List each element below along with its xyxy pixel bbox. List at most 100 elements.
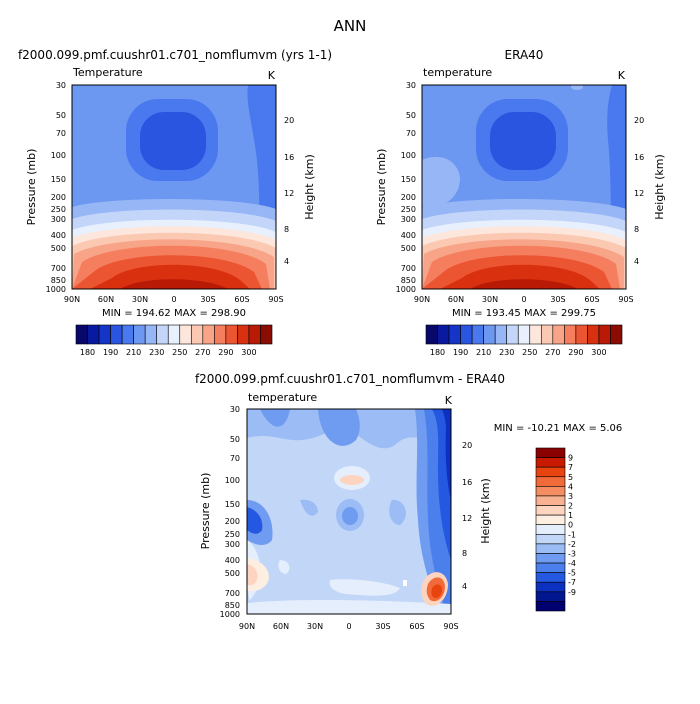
colorbar-label: -2 xyxy=(568,540,576,549)
x-tick-label: 60S xyxy=(584,295,599,304)
colorbar-label: 210 xyxy=(126,348,141,357)
colorbar-swatch xyxy=(535,495,566,506)
y-tick-label: 1000 xyxy=(220,610,240,619)
colorbar-label: 5 xyxy=(568,473,573,482)
y-tick-label: 30 xyxy=(406,81,416,90)
colorbar-swatch xyxy=(98,324,111,345)
colorbar-label: 180 xyxy=(430,348,445,357)
x-tick-label: 90N xyxy=(239,622,255,631)
y-tick-label: 250 xyxy=(225,530,240,539)
colorbar-swatch xyxy=(535,476,566,487)
colorbar-swatch xyxy=(87,324,100,345)
x-tick-label: 90S xyxy=(443,622,458,631)
colorbar-swatch xyxy=(529,324,542,345)
colorbar-label: -5 xyxy=(568,569,576,578)
colorbar: 180 190 210 230 250 270 290 300 xyxy=(75,324,273,357)
y-tick-label: 50 xyxy=(56,111,66,120)
y2-tick-label: 8 xyxy=(462,549,467,558)
panel-units: K xyxy=(268,69,276,82)
colorbar-swatch xyxy=(552,324,565,345)
panel-difference: f2000.099.pmf.cuushr01.c701_nomflumvm - … xyxy=(195,372,622,631)
colorbar-swatch xyxy=(564,324,577,345)
y2-tick-label: 12 xyxy=(284,189,294,198)
x-tick-label: 30S xyxy=(200,295,215,304)
y-tick-label: 1000 xyxy=(46,285,66,294)
colorbar-swatch xyxy=(494,324,508,345)
y-tick-label: 400 xyxy=(51,231,66,240)
colorbar-label: 300 xyxy=(591,348,606,357)
y-tick-label: 500 xyxy=(401,244,416,253)
y-tick-label: 100 xyxy=(225,476,240,485)
y2-tick-label: 20 xyxy=(462,441,472,450)
y-tick-label: 70 xyxy=(406,129,416,138)
x-tick-label: 60S xyxy=(409,622,424,631)
colorbar-label: 180 xyxy=(80,348,95,357)
y-axis-label: Pressure (mb) xyxy=(25,149,38,226)
colorbar-swatch xyxy=(575,324,588,345)
colorbar-swatch xyxy=(506,324,519,345)
colorbar-swatch xyxy=(460,324,473,345)
colorbar-swatch xyxy=(535,466,566,478)
colorbar: 180 190 210 230 250 270 290 300 xyxy=(425,324,623,357)
y-tick-label: 200 xyxy=(225,517,240,526)
colorbar-label: 9 xyxy=(568,454,573,463)
panel-variable: temperature xyxy=(423,66,492,79)
y-tick-label: 100 xyxy=(51,151,66,160)
colorbar-swatch xyxy=(535,601,566,612)
y-tick-label: 250 xyxy=(51,205,66,214)
colorbar-swatch xyxy=(248,324,261,345)
y-tick-labels: 30 50 70 100 150 200 250 300 400 500 700… xyxy=(220,405,240,619)
x-tick-label: 90N xyxy=(414,295,430,304)
y2-tick-label: 4 xyxy=(634,257,639,266)
x-tick-label: 30S xyxy=(375,622,390,631)
x-tick-label: 0 xyxy=(171,295,176,304)
colorbar-swatch xyxy=(448,324,461,345)
y-axis-label: Pressure (mb) xyxy=(375,149,388,226)
y2-tick-label: 16 xyxy=(462,478,472,487)
colorbar-swatch xyxy=(535,457,566,468)
colorbar-label: 300 xyxy=(241,348,256,357)
colorbar-label: 190 xyxy=(103,348,118,357)
colorbar-swatch xyxy=(535,553,566,564)
y-tick-label: 250 xyxy=(401,205,416,214)
stats-text: MIN = -10.21 MAX = 5.06 xyxy=(494,423,623,434)
colorbar-label: 230 xyxy=(499,348,514,357)
colorbar-swatch xyxy=(610,324,623,345)
x-tick-label: 90S xyxy=(618,295,633,304)
colorbar-swatch xyxy=(587,324,600,345)
panel-title: f2000.099.pmf.cuushr01.c701_nomflumvm (y… xyxy=(18,48,332,62)
colorbar-label: 250 xyxy=(522,348,537,357)
colorbar-swatch xyxy=(535,524,566,535)
colorbar-swatch xyxy=(517,324,531,345)
colorbar-label: 3 xyxy=(568,492,573,501)
y2-tick-label: 8 xyxy=(284,225,289,234)
colorbar-swatch xyxy=(121,324,134,345)
colorbar-swatch xyxy=(471,324,484,345)
y2-tick-label: 20 xyxy=(284,116,294,125)
y2-tick-label: 20 xyxy=(634,116,644,125)
colorbar-label: 190 xyxy=(453,348,468,357)
y-tick-label: 200 xyxy=(401,193,416,202)
colorbar-swatch xyxy=(535,486,566,497)
x-tick-label: 30N xyxy=(482,295,498,304)
y-tick-label: 850 xyxy=(51,276,66,285)
y2-axis-label: Height (km) xyxy=(653,154,666,220)
y2-tick-labels: 20 16 12 8 4 xyxy=(634,116,644,266)
colorbar-swatch xyxy=(260,324,273,345)
colorbar-label: -3 xyxy=(568,549,576,558)
y-tick-label: 200 xyxy=(51,193,66,202)
y-tick-labels: 30 50 70 100 150 200 250 300 400 500 700… xyxy=(46,81,66,294)
colorbar-label: 0 xyxy=(568,521,573,530)
colorbar-swatch xyxy=(133,324,146,345)
colorbar-label: 210 xyxy=(476,348,491,357)
panel-reference: ERA40 temperature K 90N 60N 30N 0 xyxy=(375,48,666,357)
colorbar-label: -9 xyxy=(568,588,576,597)
y-tick-label: 300 xyxy=(401,215,416,224)
y-tick-label: 30 xyxy=(56,81,66,90)
y-tick-label: 1000 xyxy=(396,285,416,294)
y-tick-label: 850 xyxy=(225,601,240,610)
y-tick-label: 100 xyxy=(401,151,416,160)
page-title: ANN xyxy=(334,17,367,35)
